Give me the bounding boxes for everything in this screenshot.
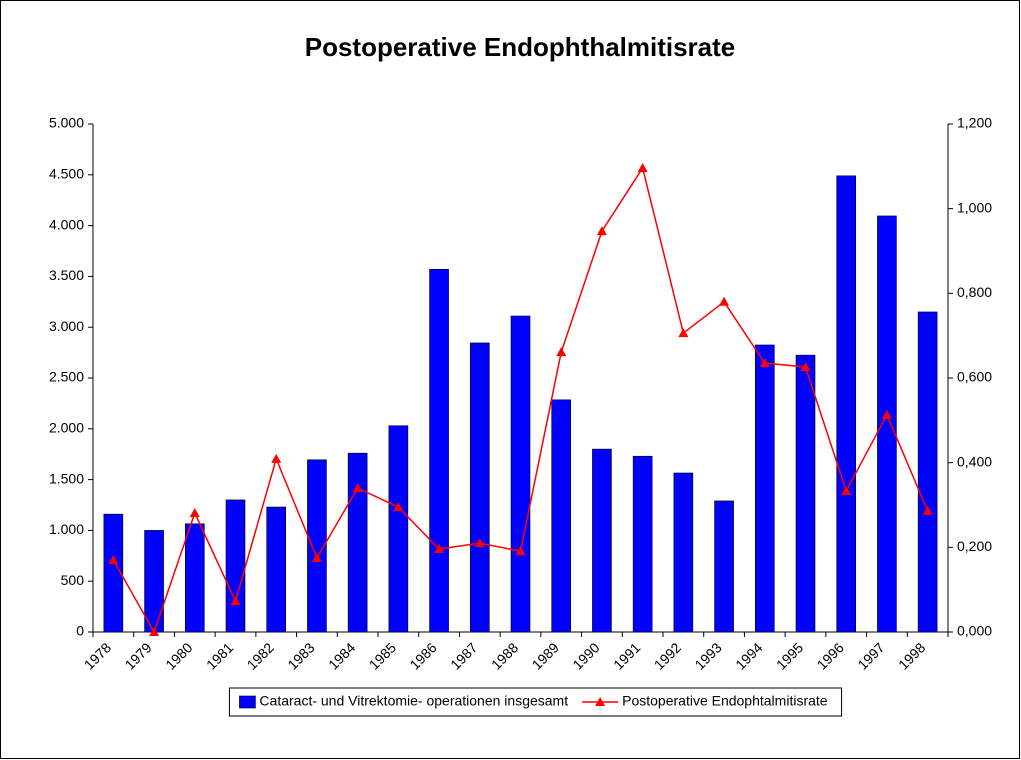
bar — [347, 452, 368, 633]
y-tick-label: 4.000 — [49, 216, 84, 232]
y-tick-label: 5.000 — [49, 115, 84, 131]
bar — [754, 344, 775, 633]
legend-label: Postoperative Endophtalmitisrate — [622, 693, 828, 709]
y-tick-label: 3.000 — [49, 318, 84, 334]
bar — [225, 499, 246, 633]
y2-tick-label: 0,400 — [957, 453, 992, 469]
bar — [429, 268, 449, 633]
bar — [469, 342, 490, 633]
bar — [144, 530, 164, 633]
line-marker — [434, 544, 445, 554]
line-marker — [474, 538, 485, 548]
y-tick-label: 1.500 — [49, 470, 84, 486]
bar — [836, 175, 857, 633]
line-marker — [841, 486, 852, 496]
line-marker — [719, 296, 730, 306]
y2-tick-label: 0,200 — [957, 538, 992, 554]
line-marker — [800, 361, 811, 371]
line-marker — [393, 502, 404, 512]
legend-swatch — [239, 695, 256, 709]
legend: Cataract- und Vitrektomie- operationen i… — [228, 687, 843, 717]
bar — [795, 354, 816, 633]
y2-tick-label: 1,200 — [957, 115, 992, 131]
line-marker — [149, 627, 160, 636]
line-marker — [271, 453, 282, 463]
y-tick-label: 0 — [76, 623, 84, 639]
bar — [388, 425, 409, 633]
legend-box — [228, 687, 843, 717]
legend-swatch-marker — [595, 697, 606, 706]
bar — [917, 311, 938, 633]
line-marker — [881, 409, 892, 419]
bar — [877, 215, 897, 633]
line-marker — [352, 483, 363, 493]
legend-label: Cataract- und Vitrektomie- operationen i… — [259, 693, 568, 709]
line-marker — [759, 358, 770, 368]
y-tick-label: 3.500 — [49, 267, 84, 283]
y2-tick-label: 0,800 — [957, 284, 992, 300]
y-tick-label: 2.500 — [49, 369, 84, 385]
y2-tick-label: 0,000 — [957, 623, 992, 639]
y2-tick-label: 0,600 — [957, 369, 992, 385]
bar — [592, 448, 612, 633]
bar — [184, 523, 205, 633]
line-marker — [678, 328, 689, 338]
line-marker — [230, 596, 241, 606]
bar — [103, 513, 124, 633]
y-tick-label: 4.500 — [49, 166, 84, 182]
y-tick-label: 2.000 — [49, 420, 84, 436]
bar — [510, 315, 531, 633]
line-marker — [515, 546, 526, 556]
line-marker — [108, 555, 119, 565]
bar — [307, 459, 327, 633]
line-marker — [556, 347, 567, 357]
chart-title: Postoperative Endophthalmitisrate — [305, 32, 736, 62]
bar — [266, 506, 287, 633]
bar — [632, 455, 653, 633]
bar — [673, 472, 694, 633]
bar — [551, 399, 572, 633]
line-marker — [596, 226, 607, 236]
y-tick-label: 1.000 — [49, 521, 84, 537]
line-marker — [311, 552, 322, 562]
line-marker — [922, 505, 933, 515]
line-marker — [637, 163, 648, 173]
bar — [714, 500, 734, 633]
y-tick-label: 500 — [61, 572, 85, 588]
line-marker — [189, 508, 200, 518]
y2-tick-label: 1,000 — [957, 199, 992, 215]
